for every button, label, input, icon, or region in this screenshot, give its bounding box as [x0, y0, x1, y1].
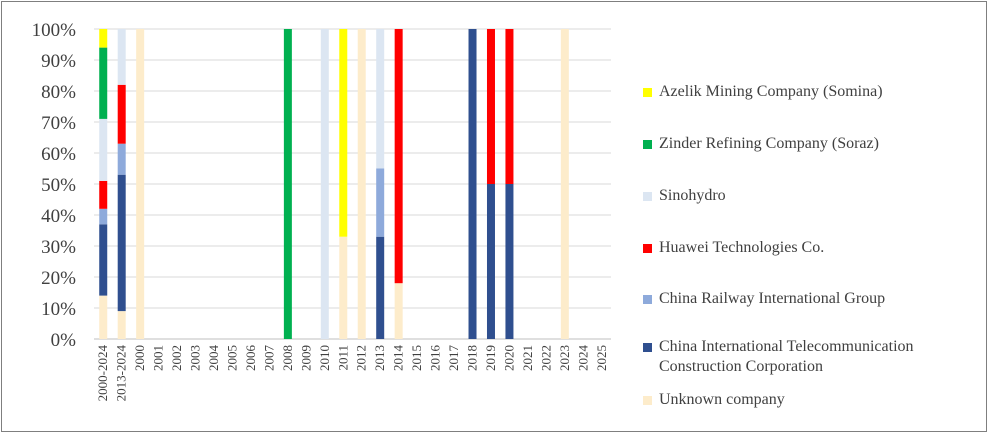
y-tick-label: 60%: [41, 144, 76, 165]
bar-segment-2010-sinohydro: [320, 29, 329, 339]
legend-swatch: [643, 343, 652, 352]
x-tick-label: 2016: [428, 345, 443, 372]
bar-segment-2011-azelik-mining-company-somina-: [339, 29, 348, 237]
legend-item: China International Telecommunication Con…: [643, 337, 914, 377]
bar-segment-2019-china-international-telecommunication-construction-corporation: [486, 184, 495, 339]
legend-item: Sinohydro: [643, 186, 726, 206]
legend-swatch: [643, 295, 652, 304]
y-tick-label: 30%: [41, 237, 76, 258]
bar-segment-2013-sinohydro: [376, 29, 385, 169]
bar-segment-2000-2024-sinohydro: [99, 118, 108, 181]
bar-segment-2000-2024-azelik-mining-company-somina-: [99, 29, 108, 48]
x-tick-label: 2005: [224, 345, 239, 371]
x-tick-label: 2000: [132, 345, 147, 371]
x-tick-label: 2014: [391, 345, 406, 372]
legend-label: Huawei Technologies Co.: [659, 239, 825, 256]
x-tick-label: 2001: [151, 345, 166, 371]
x-tick-label: 2007: [261, 345, 276, 372]
x-tick-label: 2025: [594, 345, 609, 371]
legend-swatch: [643, 192, 652, 201]
bar-segment-2013-2024-china-international-telecommunication-construction-corporation: [117, 174, 126, 312]
x-tick-label: 2004: [206, 345, 221, 372]
legend-swatch: [643, 244, 652, 253]
x-tick-label: 2019: [483, 345, 498, 371]
y-tick-label: 20%: [41, 268, 76, 289]
legend-label: Zinder Refining Company (Soraz): [659, 135, 879, 152]
bar-segment-2014-unknown-company: [394, 283, 403, 339]
x-tick-label: 2011: [335, 345, 350, 371]
x-tick-label: 2013: [372, 345, 387, 371]
bar-segment-2018-china-international-telecommunication-construction-corporation: [468, 29, 477, 339]
y-tick-label: 10%: [41, 299, 76, 320]
x-tick-label: 2003: [188, 345, 203, 371]
y-tick-label: 90%: [41, 51, 76, 72]
x-tick-label: 2015: [409, 345, 424, 371]
legend-item: Huawei Technologies Co.: [643, 238, 824, 258]
x-tick-label: 2000-2024: [95, 345, 110, 402]
y-tick-label: 0%: [51, 330, 77, 351]
bar-segment-2023-unknown-company: [560, 29, 569, 339]
y-tick-label: 70%: [41, 113, 76, 134]
x-tick-label: 2017: [446, 345, 461, 372]
x-tick-label: 2013-2024: [114, 345, 129, 402]
bar-segment-2019-huawei-technologies-co-: [486, 29, 495, 184]
bar-segment-2014-huawei-technologies-co-: [394, 29, 403, 284]
bar-segment-2000-2024-zinder-refining-company-soraz-: [99, 47, 108, 119]
bar-segment-2011-unknown-company: [339, 236, 348, 339]
x-tick-label: 2012: [354, 345, 369, 371]
y-tick-label: 80%: [41, 82, 76, 103]
x-tick-label: 2006: [243, 345, 258, 372]
bar-segment-2013-2024-china-railway-international-group: [117, 143, 126, 175]
x-tick-label: 2020: [501, 345, 516, 371]
legend-label: China Railway International Group: [659, 290, 886, 307]
legend-item: Unknown company: [643, 390, 785, 410]
x-tick-label: 2023: [557, 345, 572, 371]
bar-segment-2013-2024-sinohydro: [117, 29, 126, 85]
bar-segment-2013-2024-huawei-technologies-co-: [117, 84, 126, 144]
legend-item: Zinder Refining Company (Soraz): [643, 134, 879, 154]
bar-segment-2013-china-international-telecommunication-construction-corporation: [376, 236, 385, 339]
legend-label: Azelik Mining Company (Somina): [659, 83, 883, 100]
legend-swatch: [643, 140, 652, 149]
legend-label: China International Telecommunication Con…: [659, 338, 914, 375]
x-tick-label: 2018: [465, 345, 480, 371]
bar-segment-2013-china-railway-international-group: [376, 168, 385, 237]
x-tick-label: 2002: [169, 345, 184, 371]
bar-segment-2000-2024-china-international-telecommunication-construction-corporation: [99, 224, 108, 296]
bar-segment-2012-unknown-company: [357, 29, 366, 339]
x-tick-label: 2009: [298, 345, 313, 371]
bar-segment-2000-2024-unknown-company: [99, 295, 108, 339]
bar-segment-2020-huawei-technologies-co-: [505, 29, 514, 184]
y-tick-label: 40%: [41, 206, 76, 227]
x-tick-label: 2021: [520, 345, 535, 371]
x-tick-label: 2022: [538, 345, 553, 371]
legend-item: China Railway International Group: [643, 289, 885, 309]
x-tick-label: 2008: [280, 345, 295, 371]
legend-label: Sinohydro: [659, 187, 726, 204]
x-tick-label: 2024: [575, 345, 590, 372]
bar-segment-2000-2024-china-railway-international-group: [99, 208, 108, 225]
legend-swatch: [643, 88, 652, 97]
legend-label: Unknown company: [659, 391, 785, 408]
y-tick-label: 100%: [32, 20, 77, 41]
x-tick-label: 2010: [317, 345, 332, 371]
bar-segment-2013-2024-unknown-company: [117, 311, 126, 339]
legend-item: Azelik Mining Company (Somina): [643, 82, 883, 102]
legend-swatch: [643, 396, 652, 405]
y-tick-label: 50%: [41, 175, 76, 196]
bar-segment-2000-unknown-company: [136, 29, 145, 339]
bar-segment-2000-2024-huawei-technologies-co-: [99, 180, 108, 209]
bar-segment-2020-china-international-telecommunication-construction-corporation: [505, 184, 514, 339]
bar-segment-2008-zinder-refining-company-soraz-: [283, 29, 292, 339]
